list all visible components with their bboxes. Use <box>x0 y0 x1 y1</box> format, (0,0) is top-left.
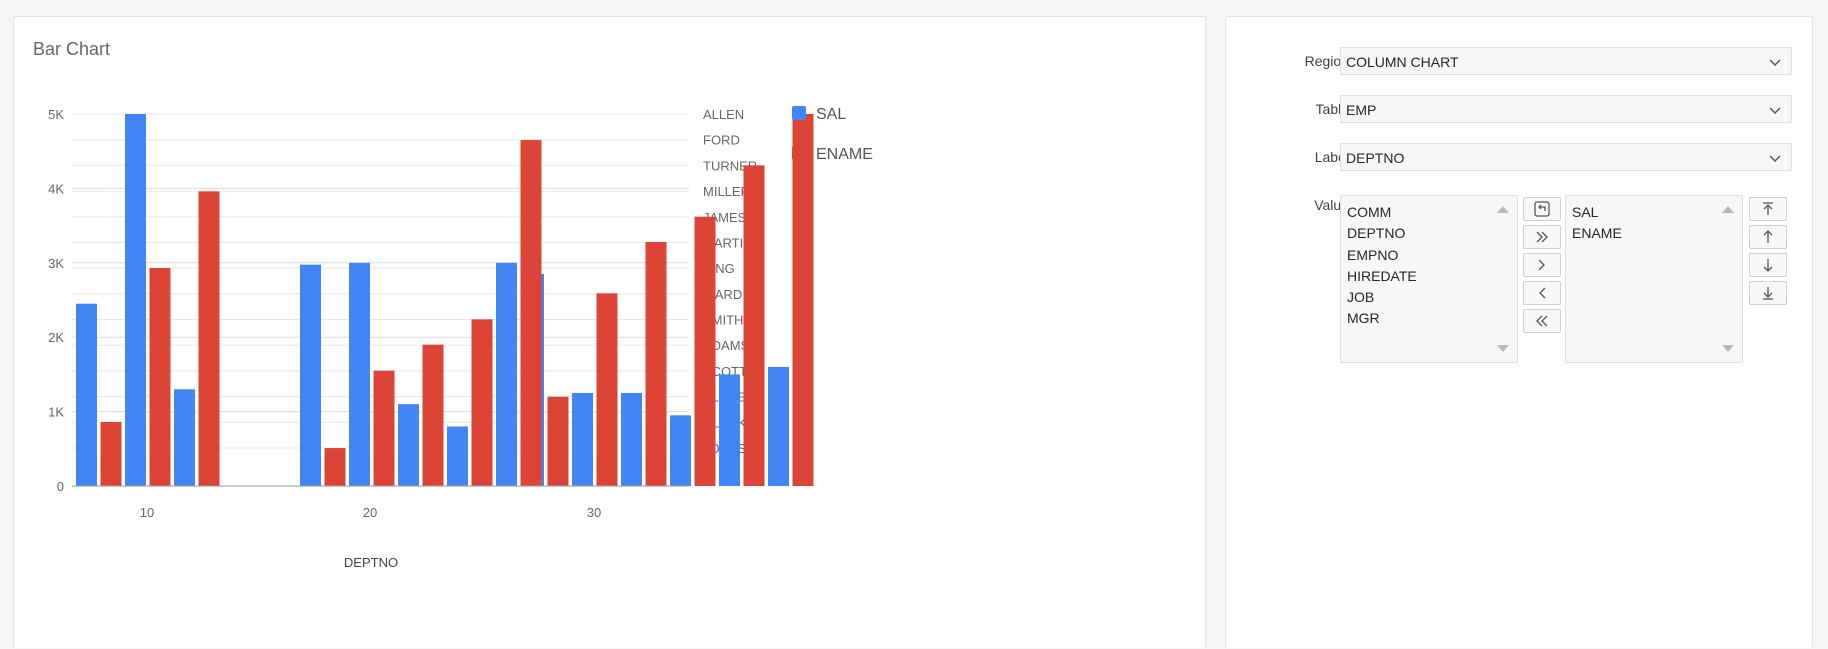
y2-tick-label: FORD <box>703 133 740 148</box>
label-select-value: DEPTNO <box>1346 150 1405 166</box>
legend-swatch <box>792 146 806 160</box>
scroll-down-icon[interactable] <box>1722 345 1734 352</box>
arrow-up-icon <box>1763 230 1773 243</box>
y-tick-label: 3K <box>48 256 64 271</box>
bar-sal <box>447 426 468 486</box>
bar-sal <box>125 114 146 486</box>
table-row: Table EMP <box>1226 95 1814 123</box>
chevron-down-icon <box>1769 155 1781 163</box>
move-bottom-icon <box>1763 287 1773 300</box>
bar-ename <box>100 422 122 486</box>
bar-ename <box>324 448 346 486</box>
bar-sal <box>768 366 789 486</box>
remove-all-icon <box>1536 315 1548 327</box>
chart-region: Bar Chart 01K2K3K4K5KJONESCLARKBLAKESCOT… <box>13 16 1206 648</box>
scroll-down-icon[interactable] <box>1497 345 1509 352</box>
region-label: Region <box>1304 53 1349 69</box>
bar-ename <box>520 140 542 486</box>
label-select[interactable]: DEPTNO <box>1340 143 1792 171</box>
bar-sal <box>349 262 370 486</box>
table-select-value: EMP <box>1346 102 1377 118</box>
move-top-icon <box>1763 202 1773 215</box>
bar-sal <box>621 393 642 486</box>
move-down-button[interactable] <box>1749 253 1787 277</box>
bar-sal <box>174 389 195 486</box>
selected-columns-list[interactable]: SAL ENAME <box>1565 195 1743 363</box>
bar-sal <box>572 393 593 486</box>
scroll-up-icon[interactable] <box>1497 206 1509 213</box>
bar-sal <box>496 262 517 486</box>
move-top-button[interactable] <box>1749 197 1787 221</box>
bar-ename <box>198 191 220 486</box>
bar-ename <box>792 114 814 486</box>
bar-chart: 01K2K3K4K5KJONESCLARKBLAKESCOTTADAMSSMIT… <box>48 106 873 570</box>
legend-label: SAL <box>816 106 846 123</box>
bar-sal <box>719 374 740 486</box>
chevron-down-icon <box>1769 107 1781 115</box>
bar-ename <box>471 319 493 486</box>
bar-ename <box>373 370 395 486</box>
move-button[interactable] <box>1523 253 1561 277</box>
table-select[interactable]: EMP <box>1340 95 1792 123</box>
list-item[interactable]: MGR <box>1347 310 1380 327</box>
move-all-button[interactable] <box>1523 225 1561 249</box>
y-tick-label: 1K <box>48 405 64 420</box>
bar-ename <box>596 293 618 486</box>
legend-label: ENAME <box>816 146 873 163</box>
move-bottom-button[interactable] <box>1749 281 1787 305</box>
bar-ename <box>547 396 569 486</box>
y-tick-label: 0 <box>57 479 64 494</box>
arrow-down-icon <box>1763 259 1773 272</box>
chevron-right-icon <box>1538 259 1545 271</box>
reset-icon <box>1534 201 1550 217</box>
region-row: Region COLUMN CHART <box>1226 47 1814 75</box>
y-tick-label: 4K <box>48 181 64 196</box>
x-axis-title: DEPTNO <box>344 555 398 570</box>
list-item[interactable]: JOB <box>1347 289 1375 306</box>
bar-sal <box>670 415 691 486</box>
x-tick-label: 10 <box>140 505 154 520</box>
x-tick-label: 20 <box>363 505 377 520</box>
legend-swatch <box>792 106 806 120</box>
bar-ename <box>422 344 444 486</box>
scroll-up-icon[interactable] <box>1722 206 1734 213</box>
y-tick-label: 5K <box>48 107 64 122</box>
list-item[interactable]: COMM <box>1347 204 1392 220</box>
bar-ename <box>645 241 667 486</box>
y2-tick-label: MILLER <box>703 184 750 199</box>
list-item[interactable]: ENAME <box>1572 225 1622 242</box>
region-select[interactable]: COLUMN CHART <box>1340 47 1792 75</box>
chart-region-title: Bar Chart <box>33 39 111 59</box>
reset-button[interactable] <box>1523 197 1561 221</box>
bar-sal <box>76 303 97 486</box>
bar-ename <box>694 216 716 486</box>
list-item[interactable]: SAL <box>1572 204 1599 220</box>
chevron-left-icon <box>1539 287 1546 299</box>
remove-button[interactable] <box>1523 281 1561 305</box>
y2-tick-label: ALLEN <box>703 107 744 122</box>
settings-region: Region COLUMN CHART Table EMP Label DEPT… <box>1225 16 1813 648</box>
list-item[interactable]: EMPNO <box>1347 246 1399 263</box>
list-item[interactable]: HIREDATE <box>1347 267 1417 284</box>
move-all-icon <box>1536 231 1548 243</box>
bar-ename <box>149 268 171 486</box>
list-item[interactable]: DEPTNO <box>1347 225 1406 242</box>
remove-all-button[interactable] <box>1523 309 1561 333</box>
y-tick-label: 2K <box>48 330 64 345</box>
chevron-down-icon <box>1769 59 1781 67</box>
label-row: Label DEPTNO <box>1226 143 1814 171</box>
x-tick-label: 30 <box>587 505 601 520</box>
bar-sal <box>300 264 321 486</box>
move-up-button[interactable] <box>1749 225 1787 249</box>
available-columns-list[interactable]: COMM DEPTNO EMPNO HIREDATE JOB MGR <box>1340 195 1518 363</box>
region-select-value: COLUMN CHART <box>1346 54 1459 70</box>
bar-ename <box>743 165 765 486</box>
bar-sal <box>398 404 419 486</box>
